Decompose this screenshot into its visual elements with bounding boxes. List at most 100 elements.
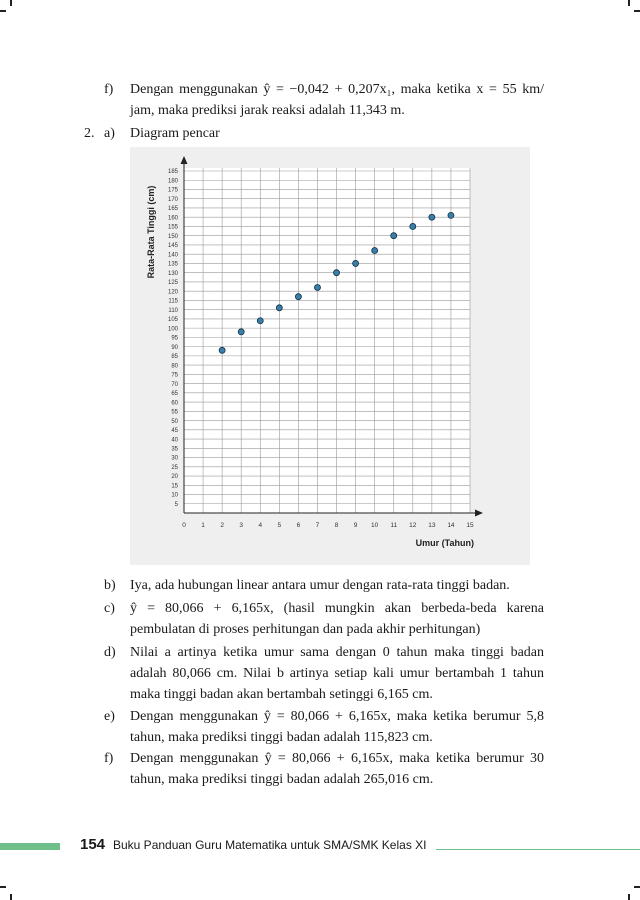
- y-tick-label: 125: [168, 280, 179, 286]
- y-tick-label: 60: [171, 400, 178, 406]
- data-point: [409, 223, 417, 230]
- item-text: Dengan menggunakan ŷ = −0,042 + 0,207x₁,…: [130, 82, 544, 118]
- crop-mark-top-right-v: [628, 0, 630, 6]
- y-tick-label: 105: [168, 317, 179, 323]
- answer-item-1f: f) Dengan menggunakan ŷ = −0,042 + 0,207…: [104, 79, 544, 121]
- book-title: Buku Panduan Guru Matematika untuk SMA/S…: [113, 838, 427, 852]
- crop-mark-top-left-h: [0, 10, 6, 12]
- y-tick-label: 15: [171, 483, 178, 489]
- y-tick-label: 110: [168, 308, 178, 314]
- y-tick-label: 175: [168, 188, 179, 194]
- data-point: [294, 293, 302, 301]
- crop-mark-top-right-h: [634, 10, 640, 12]
- y-tick-label: 5: [175, 502, 179, 508]
- y-axis-arrow: [180, 156, 188, 164]
- x-tick-label: 2: [220, 522, 224, 529]
- item-marker: e): [104, 709, 115, 724]
- y-tick-label: 185: [168, 169, 179, 175]
- y-tick-label: 160: [168, 215, 179, 221]
- item-text: Iya, ada hubungan linear antara umur den…: [130, 578, 510, 593]
- x-tick-label: 1: [201, 522, 205, 529]
- item-marker: f): [104, 751, 114, 766]
- y-tick-label: 140: [168, 252, 179, 258]
- data-point: [352, 260, 360, 267]
- answer-item-2b: b) Iya, ada hubungan linear antara umur …: [104, 575, 544, 596]
- x-tick-label: 4: [258, 522, 262, 529]
- data-point: [256, 317, 264, 325]
- x-tick-label: 0: [182, 522, 186, 529]
- item-marker: a): [104, 126, 115, 141]
- y-tick-label: 130: [168, 271, 179, 277]
- y-tick-label: 170: [168, 197, 179, 203]
- y-tick-label: 65: [171, 391, 178, 397]
- y-tick-label: 45: [171, 428, 178, 434]
- data-point: [447, 211, 455, 219]
- x-tick-label: 8: [335, 522, 339, 529]
- section-number: 2.: [84, 126, 95, 141]
- crop-mark-bottom-right-h: [634, 886, 640, 888]
- y-tick-label: 120: [168, 289, 179, 295]
- y-tick-label: 90: [171, 345, 178, 351]
- y-tick-label: 30: [171, 456, 178, 462]
- y-tick-label: 25: [171, 465, 178, 471]
- plot-background: [184, 168, 470, 513]
- x-tick-label: 7: [316, 522, 320, 529]
- y-tick-label: 145: [168, 243, 179, 249]
- data-point: [428, 213, 436, 221]
- item-marker: f): [104, 82, 114, 97]
- x-tick-label: 14: [447, 522, 455, 529]
- answer-item-2e: e) Dengan menggunakan ŷ = 80,066 + 6,165…: [104, 706, 544, 748]
- data-point: [275, 304, 283, 312]
- x-tick-label: 12: [409, 522, 417, 529]
- answer-item-2a: a) Diagram pencar: [104, 123, 544, 144]
- x-tick-label: 3: [239, 522, 243, 529]
- crop-mark-bottom-left-h: [0, 886, 6, 888]
- data-point: [390, 232, 398, 240]
- x-tick-label: 9: [354, 522, 358, 529]
- data-point: [218, 346, 226, 354]
- y-tick-label: 75: [171, 373, 178, 379]
- y-tick-label: 165: [168, 206, 179, 212]
- y-tick-label: 95: [171, 336, 178, 342]
- x-axis-label: Umur (Tahun): [416, 538, 474, 548]
- y-axis-label: Rata-Rata Tinggi (cm): [146, 186, 156, 279]
- y-tick-label: 10: [171, 493, 178, 499]
- crop-mark-bottom-left-v: [10, 894, 12, 900]
- item-text: ŷ = 80,066 + 6,165x, (hasil mungkin akan…: [130, 601, 544, 637]
- y-tick-label: 180: [168, 178, 179, 184]
- item-text: Dengan menggunakan ŷ = 80,066 + 6,165x, …: [130, 709, 544, 745]
- y-tick-label: 155: [168, 225, 179, 231]
- y-tick-label: 40: [171, 437, 178, 443]
- x-axis-arrow: [475, 509, 483, 517]
- footer-accent-bar: [0, 843, 60, 850]
- y-tick-label: 55: [171, 410, 178, 416]
- item-marker: c): [104, 601, 115, 616]
- y-tick-label: 85: [171, 354, 178, 360]
- x-tick-label: 6: [297, 522, 301, 529]
- y-tick-label: 115: [168, 299, 178, 305]
- y-tick-label: 100: [168, 326, 179, 332]
- item-marker: b): [104, 578, 116, 593]
- x-tick-label: 15: [466, 522, 474, 529]
- data-point: [371, 247, 379, 254]
- data-point: [314, 284, 321, 291]
- data-point: [333, 269, 340, 277]
- answer-item-2d: d) Nilai a artinya ketika umur sama deng…: [104, 642, 544, 705]
- y-tick-label: 135: [168, 262, 179, 268]
- item-text: Dengan menggunakan ŷ = 80,066 + 6,165x, …: [130, 751, 544, 787]
- item-text: Nilai a artinya ketika umur sama dengan …: [130, 645, 544, 702]
- x-tick-label: 10: [371, 522, 379, 529]
- x-tick-label: 5: [278, 522, 282, 529]
- x-tick-label: 13: [428, 522, 436, 529]
- y-tick-label: 50: [171, 419, 178, 425]
- answer-item-2f: f) Dengan menggunakan ŷ = 80,066 + 6,165…: [104, 748, 544, 790]
- item-marker: d): [104, 645, 116, 660]
- crop-mark-top-left-v: [10, 0, 12, 6]
- answer-item-2c: c) ŷ = 80,066 + 6,165x, (hasil mungkin a…: [104, 598, 544, 640]
- y-tick-label: 70: [171, 382, 178, 388]
- y-tick-label: 80: [171, 363, 178, 369]
- footer-rule: [436, 849, 640, 850]
- scatter-chart: 5101520253035404550556065707580859095100…: [146, 156, 483, 548]
- y-tick-label: 150: [168, 234, 179, 240]
- item-text: Diagram pencar: [130, 126, 220, 141]
